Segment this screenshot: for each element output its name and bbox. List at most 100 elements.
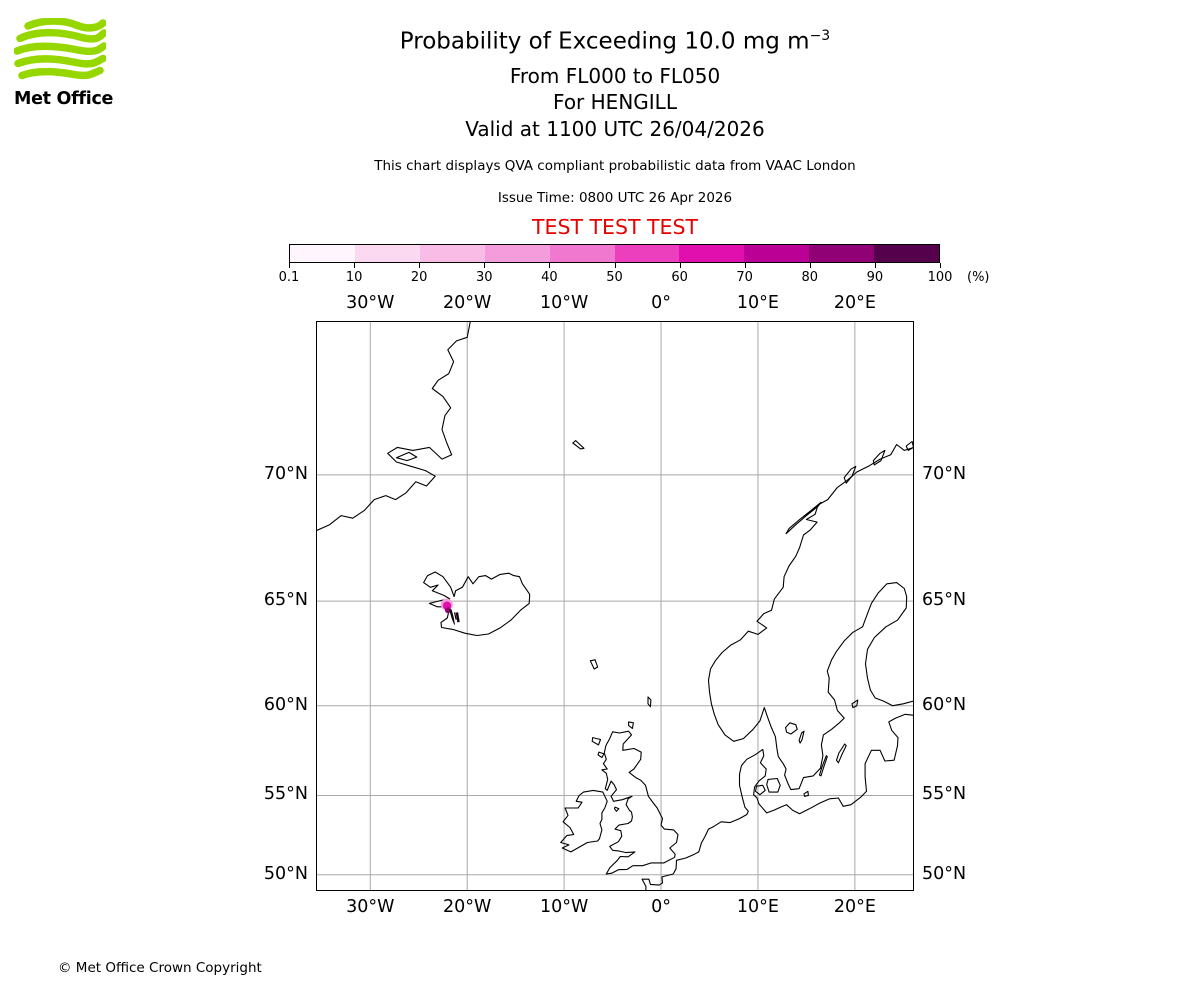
ash-probability-contour: [449, 609, 455, 625]
latitude-label-right: 55°N: [922, 784, 967, 805]
latitude-label-left: 70°N: [263, 463, 308, 484]
longitude-label-bottom: 10°W: [539, 897, 589, 917]
colorbar-tick: [484, 263, 486, 268]
colorbar-tick: [744, 263, 746, 268]
colorbar-tick-label: 30: [476, 270, 493, 285]
coastline: [754, 784, 766, 796]
colorbar-segment: [744, 245, 810, 262]
colorbar-tick-label: 40: [541, 270, 558, 285]
logo-brand-text: Met Office: [14, 89, 114, 109]
coastline: [591, 737, 602, 746]
longitude-label-top: 10°W: [539, 293, 589, 313]
colorbar-tick-label: 90: [866, 270, 884, 285]
coastline: [798, 730, 805, 744]
chart-title-exponent: −3: [809, 28, 831, 44]
coastline: [613, 806, 620, 812]
colorbar-tick-label: 100: [927, 270, 953, 285]
colorbar-segment: [354, 245, 420, 262]
chart-title: Probability of Exceeding 10.0 mg m−3: [265, 28, 965, 55]
latitude-label-left: 50°N: [263, 863, 308, 884]
colorbar-tick-label: 50: [606, 270, 623, 285]
colorbar-unit-label: (%): [967, 270, 990, 285]
colorbar-tick-label: 80: [801, 270, 819, 285]
longitude-label-bottom: 20°W: [443, 897, 492, 917]
flight-level-line: From FL000 to FL050: [509, 64, 721, 88]
test-banner: TEST TEST TEST: [531, 215, 699, 239]
ash-probability-contour: [445, 607, 452, 614]
colorbar-tick: [419, 263, 421, 268]
longitude-label-top: 10°E: [736, 293, 779, 313]
map-canvas: [316, 321, 914, 891]
latitude-label-right: 70°N: [922, 463, 967, 484]
colorbar-tick: [354, 263, 356, 268]
coastline: [597, 751, 605, 759]
colorbar-tick-label: 70: [736, 270, 753, 285]
longitude-label-bottom: 0°: [651, 897, 671, 917]
longitude-label-top: 20°W: [443, 293, 492, 313]
issue-time-line: Issue Time: 0800 UTC 26 Apr 2026: [497, 190, 733, 206]
colorbar-tick: [289, 263, 290, 268]
longitude-label-bottom: 20°E: [833, 897, 876, 917]
copyright-text: © Met Office Crown Copyright: [58, 960, 262, 976]
logo-waves-icon: [13, 17, 108, 80]
volcano-line: For HENGILL: [553, 90, 677, 114]
longitude-label-top: 20°E: [833, 293, 876, 313]
colorbar-tick-label: 60: [671, 270, 688, 285]
coastline: [785, 722, 798, 735]
probability-colorbar: 0.1 10 20 30 40 50 60 70 80 90 100 (%): [279, 244, 990, 290]
colorbar-tick: [614, 263, 616, 268]
colorbar-segment: [549, 245, 615, 262]
latitude-label-right: 60°N: [922, 694, 967, 715]
coastline: [395, 451, 418, 462]
longitude-label-top: 0°: [651, 293, 671, 313]
ash-probability-contour: [455, 612, 460, 623]
colorbar-segment: [809, 245, 875, 262]
colorbar-tick-label: 20: [410, 270, 428, 285]
met-office-logo: Met Office: [13, 17, 132, 109]
colorbar-gradient-bar: [289, 244, 940, 263]
ash-probability-contour: [454, 612, 457, 620]
colorbar-tick: [940, 263, 941, 268]
coastline: [641, 713, 914, 891]
longitude-label-top: 30°W: [346, 293, 395, 313]
chart-header: Probability of Exceeding 10.0 mg m−3 Fro…: [265, 0, 965, 250]
coastline: [785, 501, 822, 535]
latitude-label-left: 60°N: [263, 694, 308, 715]
colorbar-tick-label: 0.1: [278, 270, 300, 285]
coastline: [803, 790, 809, 797]
colorbar-tick: [549, 263, 551, 268]
coastline: [818, 755, 828, 777]
coastline: [589, 659, 599, 670]
latitude-label-left: 65°N: [263, 590, 308, 611]
colorbar-segment: [614, 245, 680, 262]
colorbar-tick: [874, 263, 876, 268]
coastline: [316, 321, 471, 532]
colorbar-segment: [679, 245, 745, 262]
colorbar-segment: [419, 245, 485, 262]
coastline: [851, 699, 859, 709]
colorbar-tick: [809, 263, 811, 268]
coastline: [905, 440, 914, 451]
coastline: [628, 721, 634, 729]
latitude-label-left: 55°N: [263, 784, 308, 805]
chart-title-text: Probability of Exceeding 10.0 mg m: [399, 28, 810, 55]
coastline: [572, 440, 585, 450]
colorbar-segment: [484, 245, 550, 262]
map-frame: [316, 321, 914, 891]
qva-compliance-note: This chart displays QVA compliant probab…: [374, 158, 856, 174]
coastline: [647, 696, 652, 708]
latitude-label-right: 65°N: [922, 590, 967, 611]
longitude-label-bottom: 30°W: [346, 897, 395, 917]
valid-time-line: Valid at 1100 UTC 26/04/2026: [465, 117, 765, 141]
coastline: [835, 743, 847, 764]
map-area: 30°W 30°W 20°W 20°W 10°W 10°W 0° 0° 10°E 10°E 20°E…: [264, 293, 966, 917]
coastline: [601, 730, 679, 875]
colorbar-segment: [290, 245, 355, 262]
coastline: [560, 789, 608, 853]
latitude-label-right: 50°N: [922, 863, 967, 884]
coastline: [423, 571, 531, 637]
coastline: [843, 465, 857, 484]
coastline: [872, 449, 886, 466]
coastline: [707, 443, 914, 791]
